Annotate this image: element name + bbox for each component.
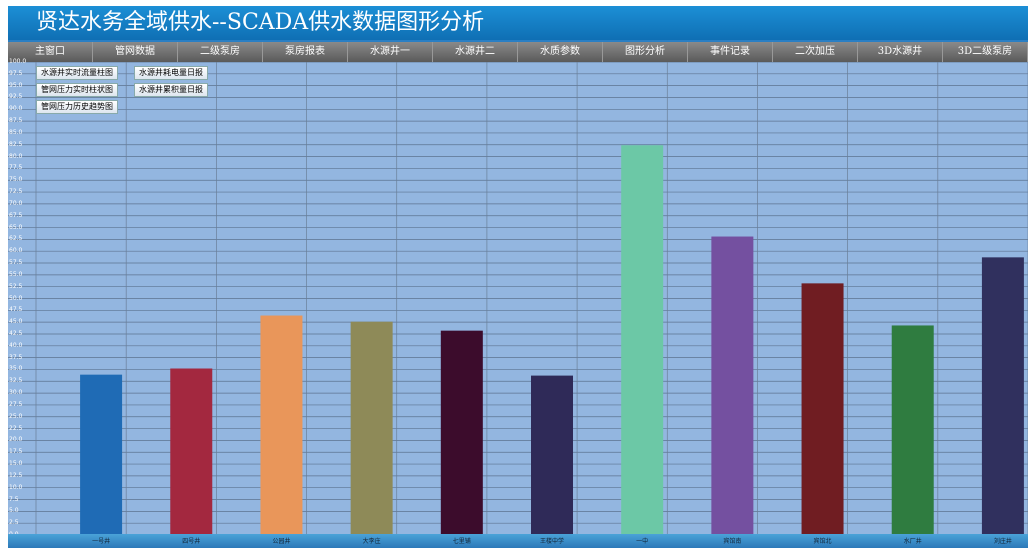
y-tick-label: 62.5	[9, 235, 23, 243]
y-tick-label: 20.0	[9, 436, 23, 444]
nav-item[interactable]: 3D水源井	[858, 42, 943, 62]
y-tick-label: 47.5	[9, 306, 23, 314]
bar-公园井	[260, 315, 303, 535]
y-tick-label: 60.0	[9, 247, 23, 255]
nav-item[interactable]: 二级泵房	[178, 42, 263, 62]
bar-chart: 水源井实时流量柱图 管网压力实时柱状图 管网压力历史趋势图 水源井耗电量日报 水…	[8, 58, 1028, 538]
x-axis-strip	[8, 534, 1028, 548]
nav-bar: 主窗口 管网数据 二级泵房 泵房报表 水源井一 水源井二 水质参数 图形分析 事件记录 二次加压 3…	[8, 42, 1028, 62]
bar-宾馆北	[801, 283, 844, 535]
bar-一号井	[80, 374, 123, 535]
nav-item[interactable]: 图形分析	[603, 42, 688, 62]
y-tick-label: 17.5	[9, 448, 23, 456]
y-tick-label: 70.0	[9, 199, 23, 207]
bar-一中	[621, 145, 664, 536]
y-tick-label: 95.0	[9, 81, 23, 89]
bar-大李庄	[350, 321, 393, 535]
x-tick-label: 一号井	[92, 538, 111, 545]
y-tick-label: 5.0	[9, 507, 19, 515]
y-tick-label: 45.0	[9, 318, 23, 326]
bar-水厂井	[891, 325, 934, 535]
y-tick-label: 80.0	[9, 152, 23, 160]
y-tick-label: 65.0	[9, 223, 23, 231]
y-tick-label: 32.5	[9, 377, 23, 385]
y-tick-label: 90.0	[9, 105, 23, 113]
power-daily-report-button[interactable]: 水源井耗电量日报	[134, 66, 208, 80]
nav-item[interactable]: 泵房报表	[263, 42, 348, 62]
x-tick-label: 大李庄	[362, 538, 381, 545]
chart-svg	[8, 62, 1028, 536]
x-tick-label: 一中	[636, 538, 649, 545]
x-tick-label: 宾馆南	[723, 538, 742, 545]
y-tick-label: 67.5	[9, 211, 23, 219]
y-tick-label: 100.0	[9, 58, 27, 65]
pressure-bar-chart-button[interactable]: 管网压力实时柱状图	[36, 83, 118, 97]
x-tick-label: 宾馆北	[813, 538, 832, 545]
nav-item[interactable]: 水源井一	[348, 42, 433, 62]
nav-item[interactable]: 主窗口	[8, 42, 93, 62]
x-tick-label: 七里铺	[452, 538, 471, 545]
y-tick-label: 50.0	[9, 294, 23, 302]
y-tick-label: 37.5	[9, 353, 23, 361]
nav-item[interactable]: 管网数据	[93, 42, 178, 62]
bar-四号井	[170, 368, 213, 535]
y-tick-label: 87.5	[9, 117, 23, 125]
y-tick-label: 22.5	[9, 424, 23, 432]
x-tick-label: 王楼中学	[539, 538, 564, 545]
nav-item[interactable]: 水源井二	[433, 42, 518, 62]
y-tick-label: 30.0	[9, 389, 23, 397]
y-tick-label: 82.5	[9, 140, 23, 148]
y-tick-label: 10.0	[9, 483, 23, 491]
y-tick-label: 72.5	[9, 188, 23, 196]
y-tick-label: 77.5	[9, 164, 23, 172]
x-tick-label: 水厂井	[903, 538, 922, 545]
y-tick-label: 92.5	[9, 93, 23, 101]
y-tick-label: 75.0	[9, 176, 23, 184]
y-tick-label: 12.5	[9, 471, 23, 479]
cumulative-daily-report-button[interactable]: 水源井累积量日报	[134, 83, 208, 97]
nav-item[interactable]: 二次加压	[773, 42, 858, 62]
y-tick-label: 15.0	[9, 460, 23, 468]
y-tick-label: 7.5	[9, 495, 19, 503]
pressure-trend-button[interactable]: 管网压力历史趋势图	[36, 100, 118, 114]
bar-七里铺	[440, 330, 483, 535]
nav-item[interactable]: 事件记录	[688, 42, 773, 62]
flow-bar-chart-button[interactable]: 水源井实时流量柱图	[36, 66, 118, 80]
x-tick-label: 公园井	[272, 538, 291, 545]
y-tick-label: 57.5	[9, 259, 23, 267]
x-tick-label: 刘庄井	[993, 538, 1012, 545]
y-tick-label: 2.5	[9, 519, 19, 527]
y-tick-label: 27.5	[9, 400, 23, 408]
bar-宾馆南	[711, 236, 754, 536]
nav-item[interactable]: 水质参数	[518, 42, 603, 62]
y-tick-label: 97.5	[9, 69, 23, 77]
y-tick-label: 85.0	[9, 128, 23, 136]
y-tick-label: 40.0	[9, 341, 23, 349]
y-tick-label: 55.0	[9, 270, 23, 278]
page-title: 贤达水务全域供水--SCADA供水数据图形分析	[8, 6, 1028, 40]
x-tick-label: 四号井	[182, 538, 201, 545]
y-tick-label: 25.0	[9, 412, 23, 420]
nav-item[interactable]: 3D二级泵房	[943, 42, 1028, 62]
scada-window: 贤达水务全域供水--SCADA供水数据图形分析 主窗口 管网数据 二级泵房 泵房报表水…	[8, 6, 1028, 548]
y-tick-label: 42.5	[9, 329, 23, 337]
y-tick-label: 35.0	[9, 365, 23, 373]
y-tick-label: 52.5	[9, 282, 23, 290]
bar-刘庄井	[981, 257, 1024, 535]
bar-王楼中学	[531, 375, 573, 535]
